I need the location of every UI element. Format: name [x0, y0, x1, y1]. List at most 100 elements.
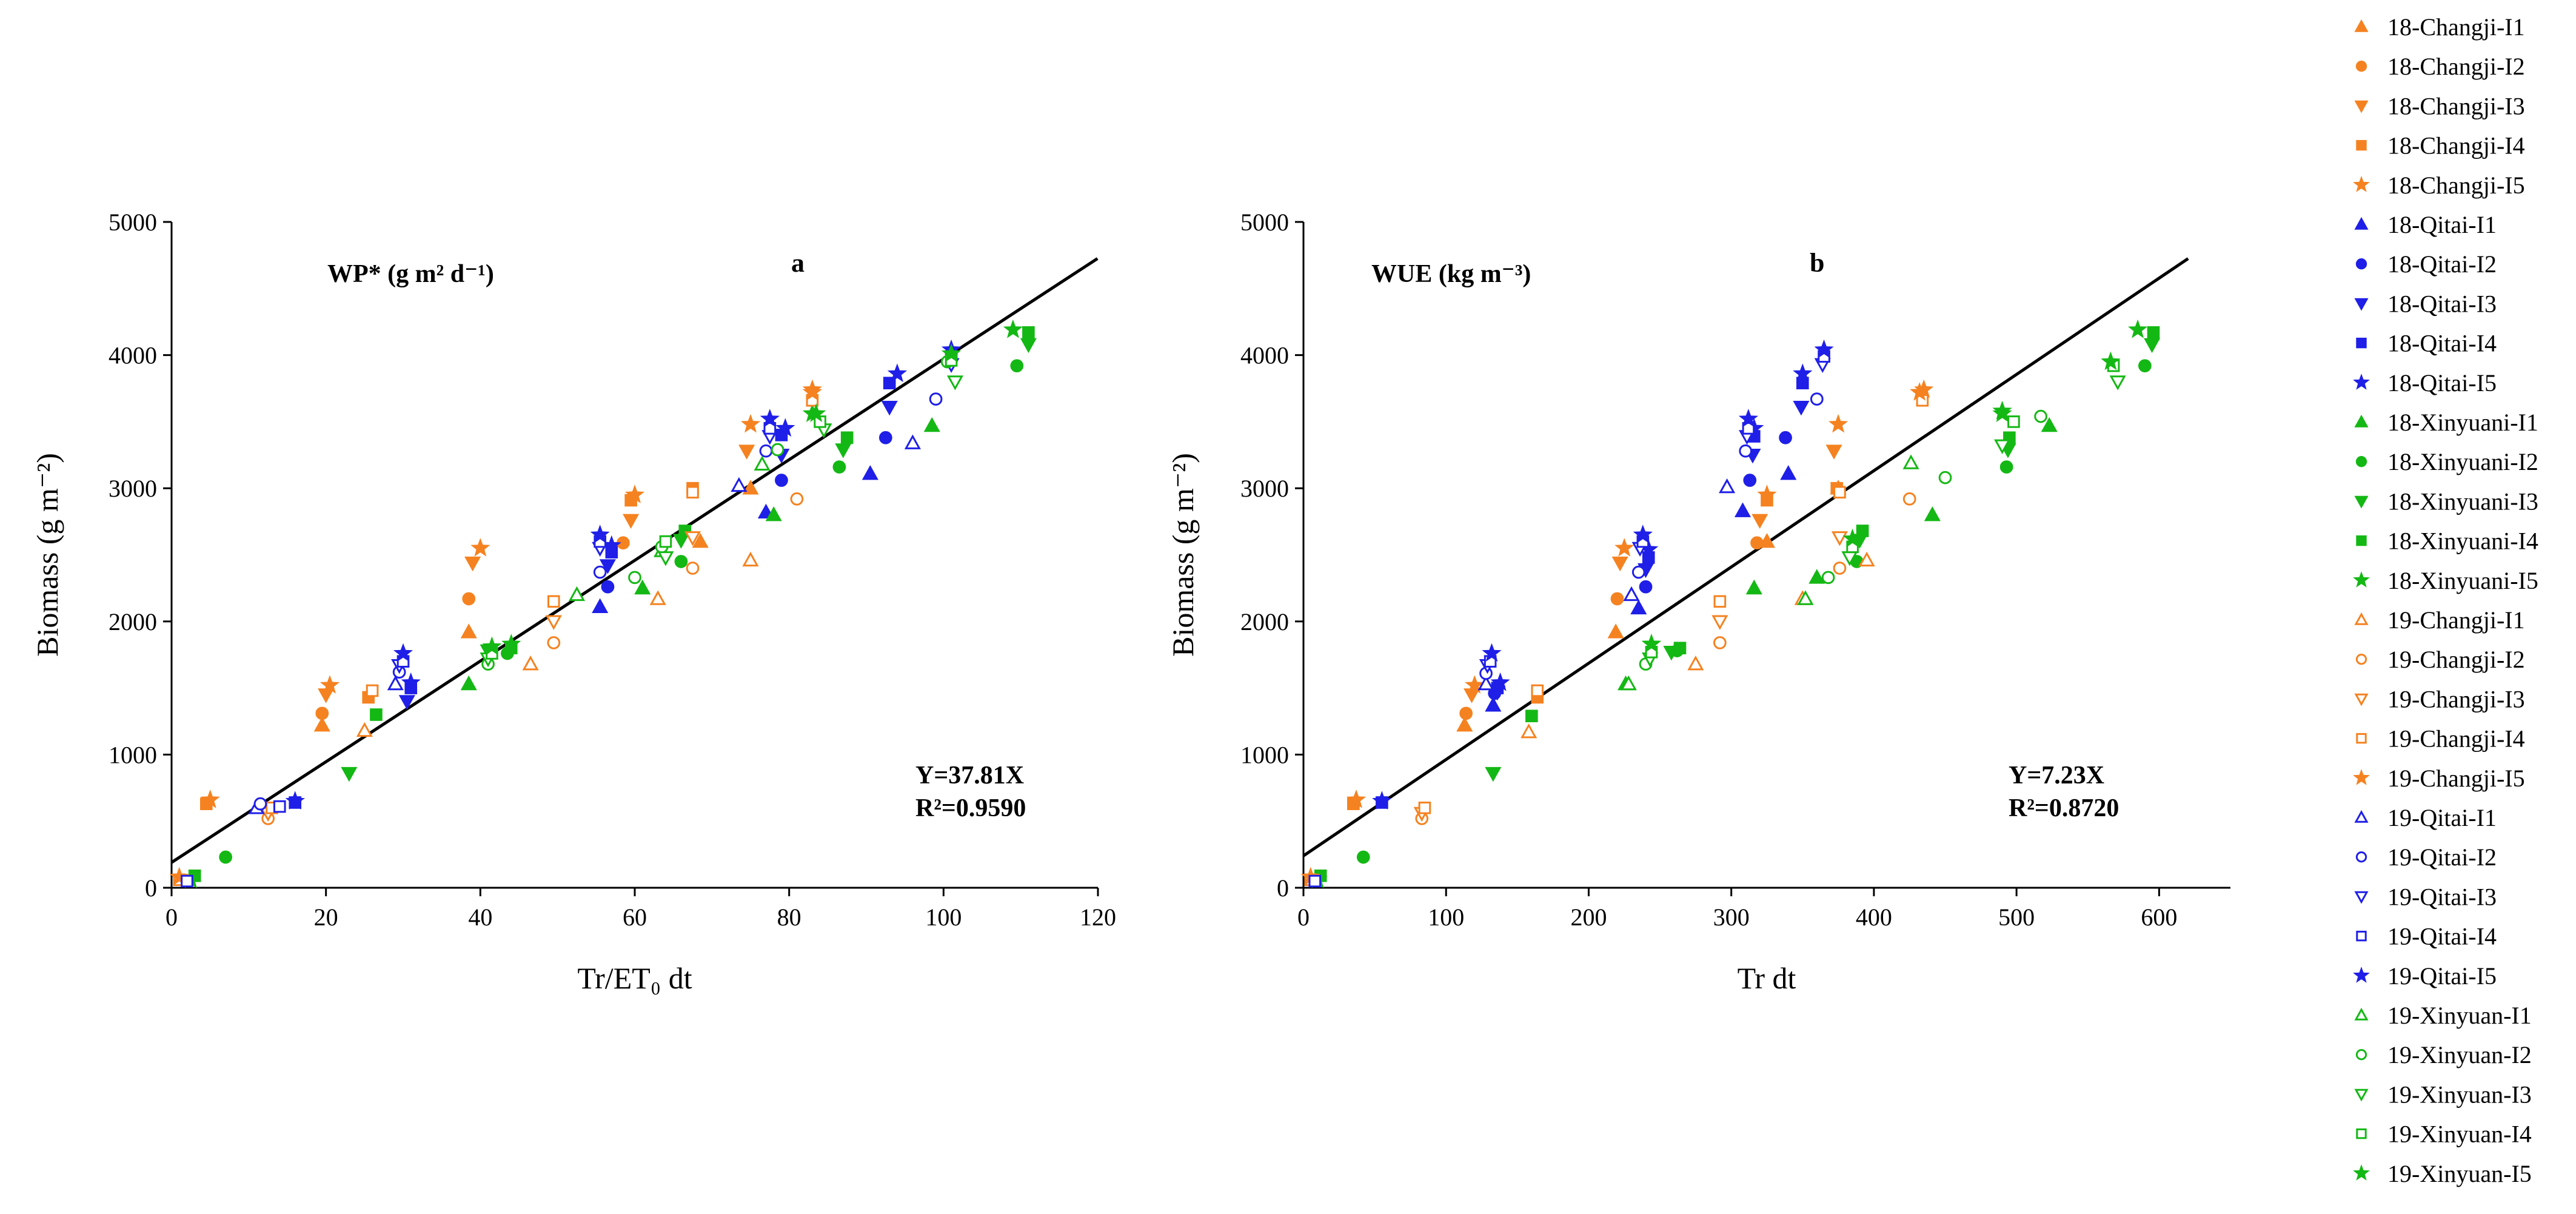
legend-marker	[2354, 495, 2369, 509]
legend-marker	[2354, 891, 2369, 904]
series-19-Qitai-I3	[1479, 358, 1831, 674]
data-point	[1614, 538, 1634, 557]
data-point	[1938, 471, 1952, 485]
data-point	[806, 403, 826, 423]
chart-panel-a: 0 1000 2000 3000 4000 5000 0 20 40 60 80 100 120 WP* …	[30, 209, 1116, 995]
series-18-Changji-I5	[200, 379, 823, 808]
data-point	[1477, 675, 1494, 691]
data-point	[1020, 338, 1037, 354]
y-tick-label: 2000	[109, 608, 157, 636]
data-point	[2101, 351, 2121, 371]
legend-marker	[2354, 19, 2369, 32]
legend-marker	[2356, 733, 2367, 744]
legend-item: 19-Xinyuan-I1	[2354, 1002, 2532, 1029]
series-19-Xinyuan-I1	[1620, 454, 1919, 691]
data-point	[2144, 338, 2161, 354]
legend-marker	[2355, 456, 2367, 468]
legend-marker	[2356, 139, 2367, 151]
data-point	[659, 535, 672, 548]
legend-label: 18-Xinyuani-I5	[2387, 567, 2538, 594]
data-point	[742, 551, 759, 567]
x-tick-label: 80	[777, 904, 801, 931]
legend-item: 19-Changji-I4	[2356, 725, 2525, 753]
data-point	[253, 797, 267, 811]
data-point	[1739, 444, 1753, 458]
data-point	[1611, 556, 1628, 572]
data-point	[628, 571, 641, 585]
series-18-Qitai-I1	[1485, 464, 1797, 712]
series-19-Changji-I2	[261, 492, 804, 825]
legend-item: 18-Qitai-I5	[2353, 369, 2497, 397]
data-point	[1810, 392, 1824, 406]
series-18-Changji-I2	[1459, 536, 1764, 720]
legend-label: 19-Xinyuan-I2	[2387, 1041, 2532, 1068]
legend-marker	[2355, 851, 2367, 863]
data-point	[1734, 502, 1751, 517]
data-point	[313, 716, 330, 732]
data-point	[740, 414, 761, 433]
legend-label: 19-Qitai-I4	[2387, 923, 2497, 950]
data-point	[341, 766, 358, 782]
legend-label: 18-Qitai-I1	[2387, 211, 2497, 238]
x-tick-label: 400	[1856, 904, 1892, 931]
legend-marker	[2355, 654, 2367, 665]
data-point	[2127, 319, 2148, 338]
data-point	[1490, 672, 1510, 691]
legend-item: 19-Changji-I5	[2353, 765, 2525, 792]
data-point	[181, 874, 193, 888]
series-18-Xinyuani-I2	[219, 359, 1024, 864]
data-point	[1631, 565, 1645, 579]
series-18-Changji-I1	[313, 480, 759, 732]
series-18-Changji-I3	[1464, 444, 1842, 703]
y-tick-label: 1000	[1240, 741, 1289, 768]
series-18-Qitai-I5	[285, 363, 908, 810]
legend-marker	[2355, 61, 2367, 72]
data-point	[1910, 382, 1930, 401]
series-19-Xinyuan-I5	[482, 343, 962, 656]
y-tick-label: 3000	[109, 475, 157, 502]
series-19-Changji-I5	[169, 382, 823, 886]
legend-label: 19-Changji-I2	[2387, 646, 2525, 673]
legend-item: 19-Qitai-I1	[2354, 804, 2497, 831]
data-point	[285, 791, 305, 810]
data-point	[1521, 723, 1537, 739]
legend-label: 19-Xinyuan-I1	[2387, 1002, 2532, 1029]
legend-marker	[2356, 1128, 2367, 1139]
legend-label: 18-Qitai-I5	[2387, 369, 2497, 397]
legend-item: 18-Xinyuani-I3	[2354, 488, 2538, 515]
data-point	[1687, 655, 1704, 671]
y-tick-label: 0	[1277, 874, 1289, 902]
unit-annotation: WP* (g m² d⁻¹)	[327, 260, 494, 288]
data-point	[1833, 562, 1847, 575]
data-point	[923, 417, 940, 432]
series-19-Changji-I4	[1304, 394, 1929, 887]
data-point	[1308, 874, 1322, 888]
unit-annotation: WUE (kg m⁻³)	[1371, 260, 1531, 288]
legend-marker	[2356, 930, 2367, 942]
x-tick-label: 0	[1297, 904, 1310, 931]
legend-marker	[2353, 374, 2370, 390]
legend-item: 19-Xinyuan-I3	[2354, 1081, 2532, 1108]
data-point	[1713, 595, 1727, 608]
series-19-Xinyuan-I5	[1641, 351, 2121, 652]
data-point	[1482, 643, 1502, 662]
data-point	[1459, 706, 1473, 720]
legend-label: 18-Qitai-I4	[2387, 330, 2497, 357]
series-19-Qitai-I5	[393, 339, 962, 662]
legend-item: 18-Changji-I1	[2354, 13, 2525, 41]
data-point	[1639, 580, 1653, 594]
legend-marker	[2355, 258, 2367, 270]
data-point	[2034, 409, 2047, 423]
data-point	[1711, 615, 1728, 630]
data-point	[599, 559, 616, 574]
data-point	[1999, 460, 2013, 474]
data-point	[1808, 569, 1825, 584]
legend-item: 18-Qitai-I3	[2354, 290, 2497, 317]
legend-label: 18-Qitai-I2	[2387, 250, 2497, 278]
data-point	[1814, 339, 1834, 358]
data-point	[219, 850, 232, 864]
data-point	[840, 431, 854, 444]
data-point	[624, 485, 645, 503]
